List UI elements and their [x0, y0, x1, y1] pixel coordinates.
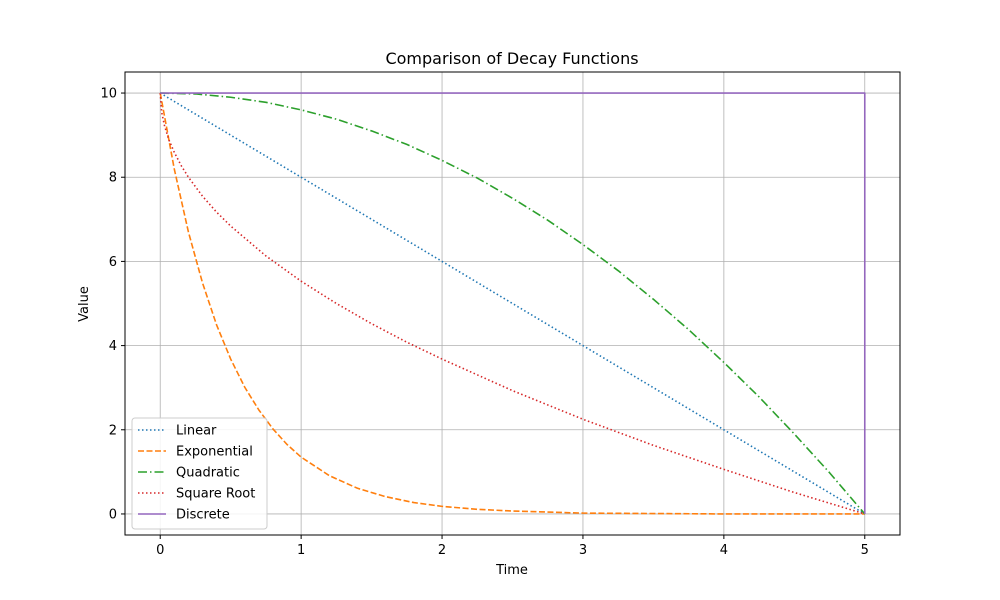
series-line-square-root — [159, 92, 866, 515]
legend-label: Square Root — [176, 487, 255, 502]
y-tick-label: 0 — [109, 507, 117, 522]
x-axis-label: Time — [495, 563, 528, 578]
legend-label: Exponential — [176, 445, 253, 460]
series-lines — [159, 92, 866, 515]
y-tick-label: 4 — [109, 339, 117, 354]
axis-ticks: 0 1 2 3 4 5 0 2 4 6 8 10 — [100, 87, 868, 558]
legend: Linear Exponential Quadratic Square Root Dis… — [131, 417, 268, 530]
y-tick-label: 8 — [109, 171, 117, 186]
series-line-linear — [159, 92, 866, 515]
x-tick-label: 0 — [156, 543, 164, 558]
x-tick-label: 5 — [861, 543, 869, 558]
y-tick-label: 6 — [109, 255, 117, 270]
x-tick-label: 4 — [720, 543, 728, 558]
series-line-exponential — [159, 92, 865, 515]
y-axis-label: Value — [77, 286, 92, 322]
chart-title: Comparison of Decay Functions — [385, 49, 638, 68]
y-tick-label: 10 — [100, 87, 117, 102]
legend-label: Linear — [176, 424, 217, 439]
plot-frame — [124, 71, 901, 536]
legend-box — [131, 417, 268, 530]
x-tick-label: 2 — [438, 543, 446, 558]
legend-label: Discrete — [176, 508, 230, 523]
x-tick-label: 3 — [579, 543, 587, 558]
legend-label: Quadratic — [176, 466, 240, 481]
y-tick-label: 2 — [109, 423, 117, 438]
series-line-discrete — [160, 92, 866, 514]
x-tick-label: 1 — [297, 543, 305, 558]
series-line-quadratic — [160, 92, 866, 515]
